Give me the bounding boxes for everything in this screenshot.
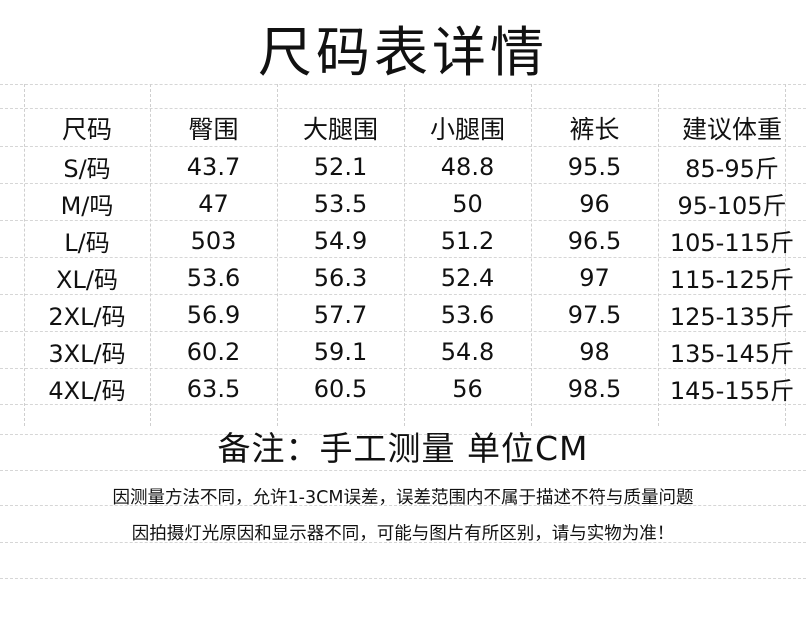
table-cell: 50 [452, 189, 483, 218]
table-row: L/码 503 54.9 51.2 96.5 105-115斤 [24, 222, 806, 259]
table-cell: 98 [579, 337, 610, 366]
table-cell: 57.7 [313, 300, 368, 329]
table-cell: M/吗 [60, 192, 114, 220]
table-cell: 97.5 [567, 300, 622, 329]
table-cell: 52.4 [440, 263, 495, 292]
table-cell: 53.5 [313, 189, 368, 218]
table-cell: 59.1 [313, 337, 368, 366]
table-cell: 97 [579, 263, 610, 292]
table-cell: 95.5 [567, 152, 622, 181]
disclaimer-tolerance: 因测量方法不同，允许1-3CM误差，误差范围内不属于描述不符与质量问题 [112, 488, 694, 508]
table-cell: 51.2 [440, 226, 495, 255]
table-cell: 56 [452, 374, 483, 403]
header-hip: 臀围 [188, 115, 239, 144]
table-row: XL/码 53.6 56.3 52.4 97 115-125斤 [24, 259, 806, 296]
table-row: S/码 43.7 52.1 48.8 95.5 85-95斤 [24, 148, 806, 185]
table-row: 2XL/码 56.9 57.7 53.6 97.5 125-135斤 [24, 296, 806, 333]
table-cell: 54.9 [313, 226, 368, 255]
table-cell: 2XL/码 [48, 303, 126, 331]
table-cell: 60.2 [186, 337, 241, 366]
table-cell: 56.3 [313, 263, 368, 292]
table-cell: 63.5 [186, 374, 241, 403]
table-cell: 503 [190, 226, 237, 255]
table-cell: 125-135斤 [669, 303, 795, 331]
header-weight: 建议体重 [681, 115, 782, 144]
table-cell: 96 [579, 189, 610, 218]
measurement-note: 备注：手工测量 单位CM [217, 429, 589, 468]
header-calf: 小腿围 [429, 115, 505, 144]
table-cell: 52.1 [313, 152, 368, 181]
header-thigh: 大腿围 [302, 115, 378, 144]
page-title: 尺码表详情 [258, 21, 548, 84]
table-cell: 43.7 [186, 152, 241, 181]
table-cell: 115-125斤 [669, 266, 795, 294]
table-cell: 56.9 [186, 300, 241, 329]
table-cell: 48.8 [440, 152, 495, 181]
table-header-row: 尺码 臀围 大腿围 小腿围 裤长 建议体重 [24, 108, 806, 148]
table-cell: 85-95斤 [685, 155, 779, 183]
table-cell: 60.5 [313, 374, 368, 403]
table-row: 3XL/码 60.2 59.1 54.8 98 135-145斤 [24, 333, 806, 370]
table-cell: 53.6 [186, 263, 241, 292]
table-cell: 105-115斤 [669, 229, 795, 257]
table-cell: 135-145斤 [669, 340, 795, 368]
table-cell: 98.5 [567, 374, 622, 403]
table-cell: 3XL/码 [48, 340, 126, 368]
table-cell: S/码 [63, 155, 111, 183]
table-row: 4XL/码 63.5 60.5 56 98.5 145-155斤 [24, 370, 806, 407]
table-cell: 53.6 [440, 300, 495, 329]
table-cell: 54.8 [440, 337, 495, 366]
header-size: 尺码 [61, 115, 112, 144]
disclaimer-color-difference: 因拍摄灯光原因和显示器不同，可能与图片有所区别，请与实物为准！ [131, 524, 675, 544]
table-cell: L/码 [64, 229, 110, 257]
table-row: M/吗 47 53.5 50 96 95-105斤 [24, 185, 806, 222]
table-cell: 47 [198, 189, 229, 218]
table-cell: 4XL/码 [48, 377, 126, 405]
size-chart-table: 尺码 臀围 大腿围 小腿围 裤长 建议体重 S/码 43.7 52.1 48.8… [24, 108, 806, 407]
table-cell: 145-155斤 [669, 377, 795, 405]
table-cell: XL/码 [56, 266, 118, 294]
table-cell: 95-105斤 [677, 192, 787, 220]
header-length: 裤长 [569, 115, 620, 144]
table-cell: 96.5 [567, 226, 622, 255]
